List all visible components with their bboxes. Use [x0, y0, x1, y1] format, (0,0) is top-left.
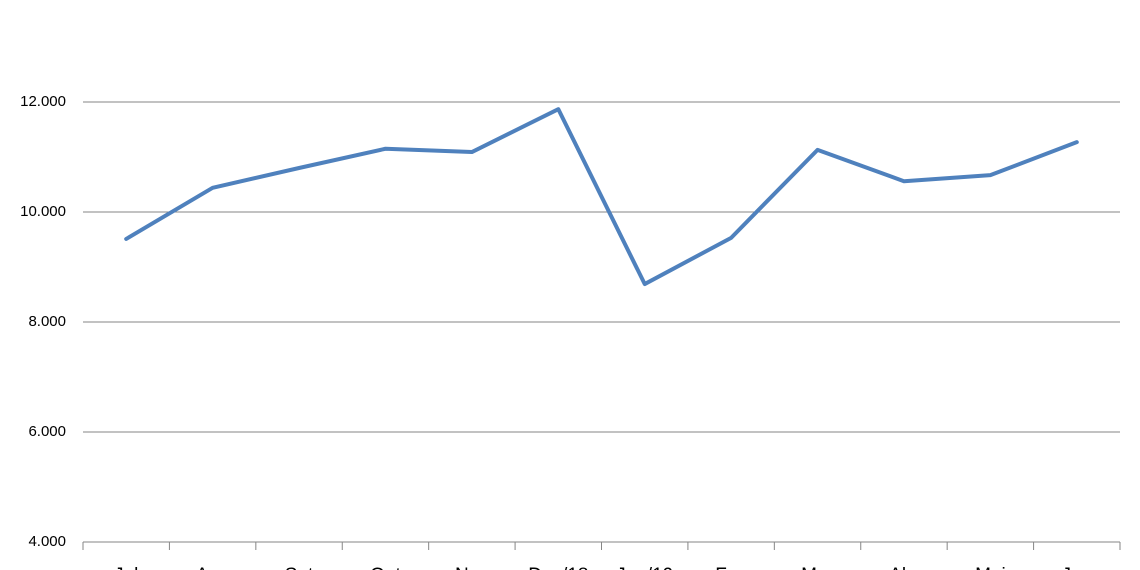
- x-tick-label: Jul: [114, 565, 138, 570]
- x-tick-label: Jun: [1061, 565, 1092, 570]
- x-tick-label: Nov: [455, 565, 489, 570]
- x-tick-label: Dez/18: [528, 565, 588, 570]
- x-tick-label: Mai: [975, 565, 1006, 570]
- x-tick-label: Set: [285, 565, 314, 570]
- x-tick-label: Jan/19: [616, 565, 673, 570]
- y-tick-label: 4.000: [28, 533, 66, 550]
- x-tick-label: Out: [370, 565, 401, 570]
- y-tick-label: 6.000: [28, 423, 66, 440]
- data-line: [124, 107, 1079, 287]
- y-tick-label: 10.000: [20, 203, 66, 220]
- x-tick-label: Fev: [715, 565, 747, 570]
- x-tick-label: Mar: [801, 565, 834, 570]
- y-tick-label: 8.000: [28, 313, 66, 330]
- x-tick-label: Ago: [196, 565, 230, 570]
- y-tick-label: 12.000: [20, 93, 66, 110]
- x-tick-label: Abr: [889, 565, 919, 570]
